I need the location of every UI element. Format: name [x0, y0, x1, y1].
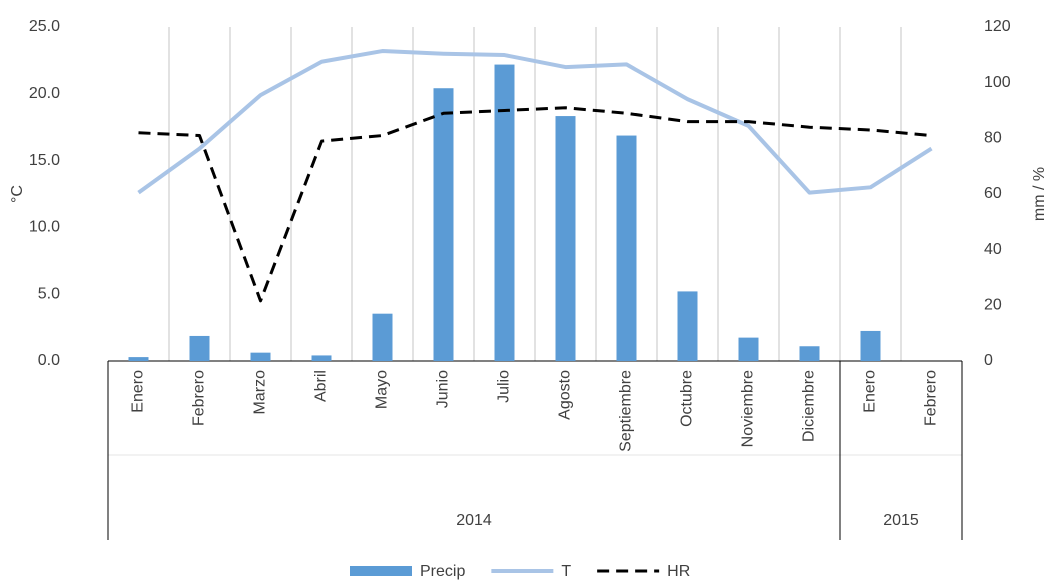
- legend-label: HR: [667, 563, 690, 580]
- x-tick-label: Marzo: [252, 370, 269, 415]
- y-tick-label: 0.0: [38, 352, 60, 369]
- y-tick-label: 15.0: [29, 152, 60, 169]
- bar: [128, 357, 149, 361]
- x-tick-label: Febrero: [923, 370, 940, 426]
- bar: [555, 116, 576, 361]
- bar: [433, 88, 454, 361]
- bar: [494, 64, 515, 361]
- y-axis-title: °C: [9, 185, 26, 203]
- x-tick-label: Julio: [496, 370, 513, 403]
- bar: [677, 291, 698, 361]
- x-tick-label: Octubre: [679, 370, 696, 427]
- x-tick-label: Septiembre: [618, 370, 635, 452]
- x-tick-label: Febrero: [191, 370, 208, 426]
- legend-label: Precip: [420, 563, 465, 580]
- bar: [311, 355, 332, 361]
- line: [137, 49, 933, 195]
- bar: [738, 337, 759, 361]
- y-tick-label: 10.0: [29, 219, 60, 236]
- y2-tick-label: 80: [984, 130, 1002, 147]
- bar: [372, 313, 393, 361]
- y2-tick-label: 60: [984, 185, 1002, 202]
- x-tick-label: Abril: [313, 370, 330, 402]
- y2-tick-label: 120: [984, 18, 1011, 35]
- y-tick-label: 20.0: [29, 85, 60, 102]
- x-tick-label: Junio: [435, 370, 452, 408]
- x-tick-label: Enero: [862, 370, 879, 413]
- y2-tick-label: 100: [984, 74, 1011, 91]
- y2-axis-title: mm / %: [1031, 167, 1048, 221]
- legend-swatch: [350, 566, 412, 576]
- legend-label: T: [561, 563, 571, 580]
- group-label: 2015: [883, 512, 919, 529]
- bar: [860, 330, 881, 361]
- x-tick-label: Agosto: [557, 370, 574, 420]
- x-tick-label: Mayo: [374, 370, 391, 409]
- group-label: 2014: [456, 512, 492, 529]
- bar: [616, 135, 637, 361]
- bar: [250, 352, 271, 361]
- x-tick-label: Noviembre: [740, 370, 757, 447]
- y-tick-label: 5.0: [38, 285, 60, 302]
- bar: [189, 335, 210, 361]
- x-tick-label: Diciembre: [801, 370, 818, 442]
- y-tick-label: 25.0: [29, 18, 60, 35]
- y2-tick-label: 20: [984, 297, 1002, 314]
- y2-tick-label: 0: [984, 352, 993, 369]
- y2-tick-label: 40: [984, 241, 1002, 258]
- x-tick-label: Enero: [130, 370, 147, 413]
- bar: [799, 346, 820, 361]
